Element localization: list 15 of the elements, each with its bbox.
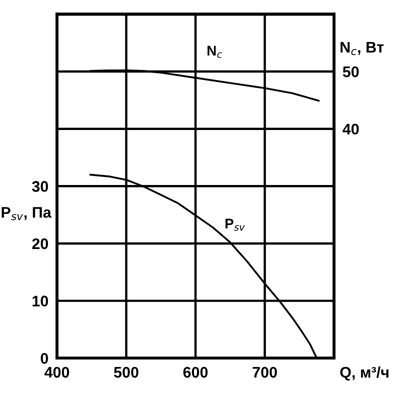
x-tick-label: 600 [183,366,208,378]
y-axis-title: P$_{sv}$, Па [2,207,52,220]
y-tick-label: 10 [32,296,48,307]
y2-tick-label: 50 [342,66,359,78]
y-tick-label: 0 [40,353,48,364]
x-tick-label: 500 [114,366,138,378]
x-axis-title: Q, м³/ч [340,366,388,381]
y2-axis-title: N$_{c}$, Вт [340,42,384,56]
x-tick-label: 400 [44,366,70,378]
y-tick-label: 30 [32,181,48,192]
y2-tick-label: 40 [342,124,359,135]
series-label: N$_{c}$ [208,46,222,58]
x-tick-label: 700 [252,366,277,378]
y-tick-label: 20 [32,238,48,250]
series-label: P$_{sv}$ [226,218,245,231]
